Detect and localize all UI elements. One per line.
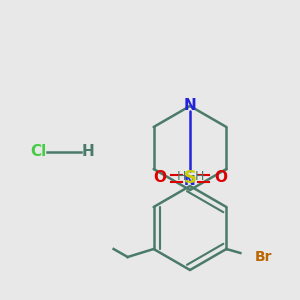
Text: O: O [153,170,166,185]
Text: Br: Br [254,250,272,264]
Text: O: O [214,170,227,185]
Text: H: H [194,169,204,182]
Text: N: N [184,174,196,188]
Text: N: N [184,98,196,113]
Text: Cl: Cl [30,145,46,160]
Text: H: H [176,169,186,182]
Text: S: S [184,169,196,187]
Text: H: H [82,145,94,160]
